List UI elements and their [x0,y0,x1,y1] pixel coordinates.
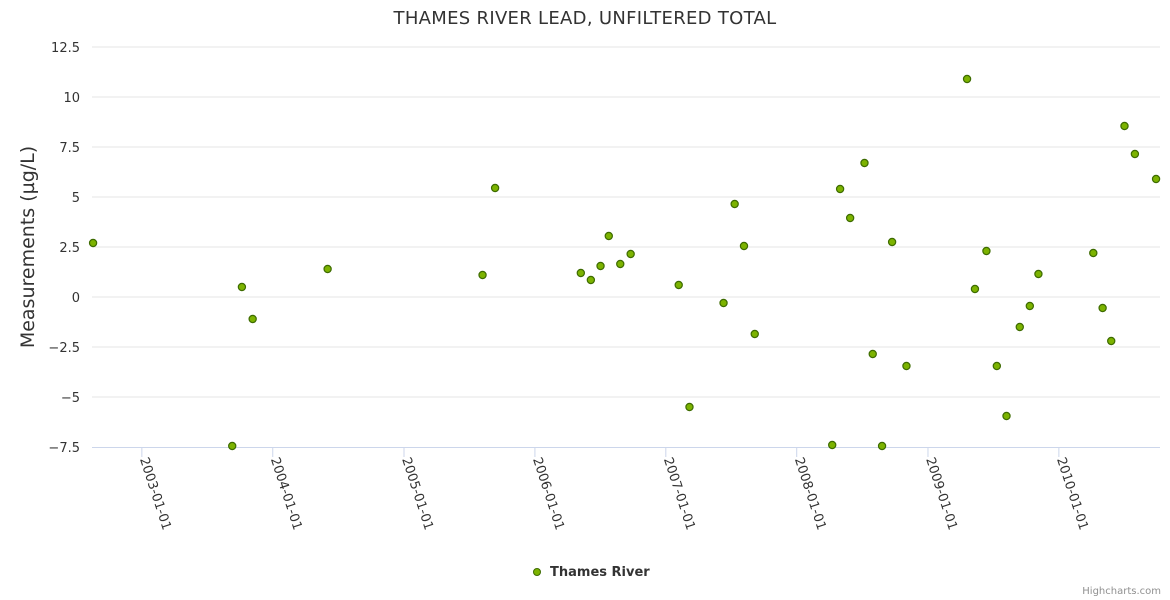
chart-title: THAMES RIVER LEAD, UNFILTERED TOTAL [393,8,777,29]
data-point[interactable] [626,249,635,259]
data-point[interactable] [478,270,487,280]
y-tick-label: 5 [72,191,80,206]
y-tick-label: 10 [63,91,80,106]
legend[interactable]: Thames River [533,565,651,580]
x-axis: 2003-01-01 2004-01-01 2005-01-01 2006-01-01… [92,447,1160,532]
data-point[interactable] [490,183,500,193]
legend-item-thames-river[interactable]: Thames River [550,565,650,580]
x-tick-label: 2003-01-01 [136,456,174,532]
legend-marker [533,568,541,576]
data-point[interactable] [576,268,586,278]
y-tick-label: −5 [61,391,80,406]
data-point[interactable] [1002,411,1011,421]
data-point[interactable] [860,158,869,168]
data-point[interactable] [845,213,855,223]
data-point[interactable] [604,231,613,241]
data-point[interactable] [835,184,845,194]
y-axis-label: Measurements (µg/L) [17,146,39,348]
x-tick-label: 2007-01-01 [660,456,698,532]
data-point[interactable] [868,349,877,359]
data-point[interactable] [323,264,332,274]
data-point[interactable] [970,284,980,294]
data-point[interactable] [739,241,749,251]
data-point[interactable] [596,261,605,271]
y-axis-ticks: −7.5 −5 −2.5 0 2.5 5 7.5 10 12.5 [48,41,80,456]
data-point[interactable] [228,441,237,451]
data-point[interactable] [1025,301,1035,311]
data-point[interactable] [719,298,728,308]
data-point[interactable] [1151,174,1161,184]
data-point[interactable] [1130,149,1140,159]
data-point[interactable] [730,199,739,209]
data-point[interactable] [685,402,694,412]
data-point[interactable] [674,280,683,290]
x-tick-label: 2010-01-01 [1053,456,1091,532]
data-point[interactable] [248,314,257,324]
data-point[interactable] [616,259,625,269]
x-tick-label: 2004-01-01 [267,456,305,532]
y-tick-label: −7.5 [48,441,80,456]
data-point[interactable] [902,361,911,371]
y-tick-label: 7.5 [59,141,80,156]
data-point[interactable] [1034,269,1043,279]
y-tick-label: 12.5 [51,41,80,56]
data-point[interactable] [1089,248,1098,258]
y-tick-label: −2.5 [48,341,80,356]
x-tick-label: 2006-01-01 [529,456,567,532]
data-points [88,74,1161,451]
data-point[interactable] [828,440,837,450]
x-tick-label: 2008-01-01 [791,456,829,532]
data-point[interactable] [750,329,759,339]
y-tick-label: 0 [72,291,80,306]
x-tick-label: 2009-01-01 [922,456,960,532]
data-point[interactable] [982,246,991,256]
grid-lines [92,46,1160,398]
data-point[interactable] [1107,336,1116,346]
data-point[interactable] [586,275,596,285]
data-point[interactable] [88,238,98,248]
data-point[interactable] [992,361,1002,371]
y-tick-label: 2.5 [59,241,80,256]
data-point[interactable] [877,441,887,451]
data-point[interactable] [237,282,247,292]
data-point[interactable] [1015,322,1024,332]
x-tick-label: 2005-01-01 [398,456,436,532]
credits-link[interactable]: Highcharts.com [1082,586,1161,597]
data-point[interactable] [887,237,897,247]
data-point[interactable] [1098,303,1107,313]
data-point[interactable] [1120,121,1129,131]
data-point[interactable] [962,74,972,84]
